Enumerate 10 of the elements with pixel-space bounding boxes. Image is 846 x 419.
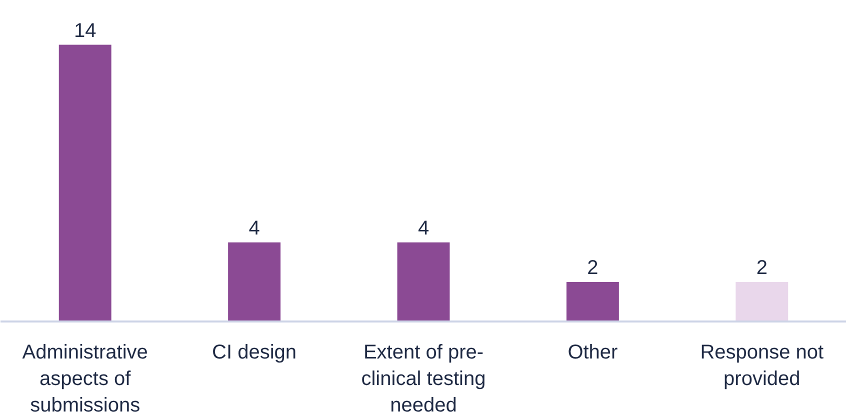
x-tick-label: Response not provided [700, 342, 824, 390]
data-label: 14 [74, 20, 96, 42]
data-label: 2 [756, 256, 768, 279]
data-label: 4 [248, 217, 260, 240]
x-tick-label: Administrative aspects of submissions [22, 342, 148, 416]
x-tick-label: Extent of pre- clinical testing needed [361, 342, 486, 416]
x-tick-label: CI design [212, 342, 297, 364]
data-label: 4 [418, 217, 430, 240]
data-label: 2 [587, 256, 598, 279]
x-tick-label: Other [568, 342, 618, 364]
